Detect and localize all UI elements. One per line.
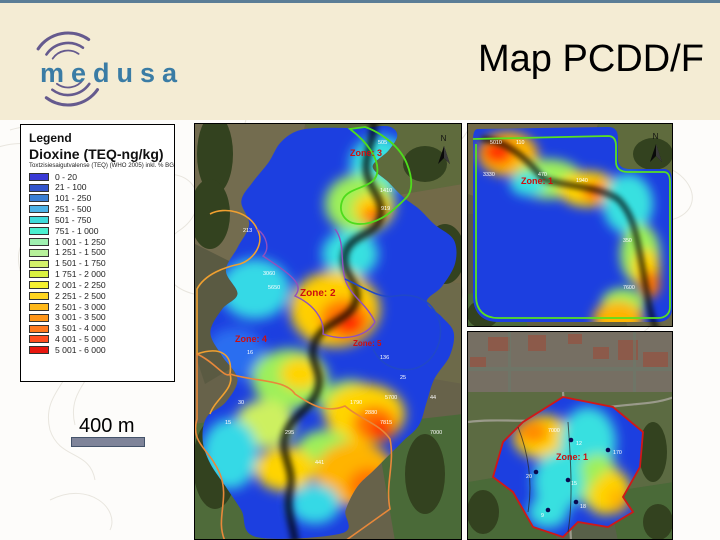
svg-text:9: 9 (541, 513, 544, 519)
svg-text:170: 170 (613, 450, 622, 456)
svg-text:30: 30 (238, 400, 244, 406)
svg-text:505: 505 (378, 140, 387, 146)
svg-text:5650: 5650 (268, 285, 280, 291)
svg-text:441: 441 (315, 460, 324, 466)
svg-text:5010: 5010 (490, 140, 502, 146)
svg-text:2880: 2880 (365, 410, 377, 416)
svg-text:3060: 3060 (263, 271, 275, 277)
svg-text:Zone: 1: Zone: 1 (521, 176, 553, 186)
svg-text:N: N (653, 132, 659, 141)
svg-text:18: 18 (580, 504, 586, 510)
svg-text:136: 136 (380, 355, 389, 361)
svg-text:1940: 1940 (576, 178, 588, 184)
svg-text:470: 470 (538, 172, 547, 178)
svg-text:Zone: 5: Zone: 5 (353, 339, 382, 348)
svg-text:7600: 7600 (623, 285, 635, 291)
svg-text:20: 20 (526, 474, 532, 480)
svg-text:110: 110 (516, 140, 524, 146)
svg-text:919: 919 (381, 206, 390, 212)
svg-text:N: N (441, 134, 447, 143)
svg-text:295: 295 (285, 430, 294, 436)
svg-text:15: 15 (225, 420, 231, 426)
svg-text:7815: 7815 (380, 420, 392, 426)
svg-text:Zone: 2: Zone: 2 (300, 288, 336, 299)
svg-text:44: 44 (430, 395, 436, 401)
svg-text:15: 15 (571, 481, 577, 487)
svg-text:7000: 7000 (548, 428, 560, 434)
svg-text:350: 350 (623, 238, 632, 244)
svg-text:5700: 5700 (385, 395, 397, 401)
svg-text:213: 213 (243, 228, 252, 234)
svg-text:Zone: 4: Zone: 4 (235, 334, 267, 344)
svg-text:25: 25 (400, 375, 406, 381)
svg-text:1410: 1410 (380, 188, 392, 194)
svg-text:Zone: 3: Zone: 3 (350, 148, 382, 158)
svg-text:1790: 1790 (350, 400, 362, 406)
svg-text:12: 12 (576, 441, 582, 447)
svg-text:7000: 7000 (430, 430, 442, 436)
svg-text:3330: 3330 (483, 172, 495, 178)
svg-text:16: 16 (247, 350, 253, 356)
svg-text:Zone: 1: Zone: 1 (556, 452, 588, 462)
